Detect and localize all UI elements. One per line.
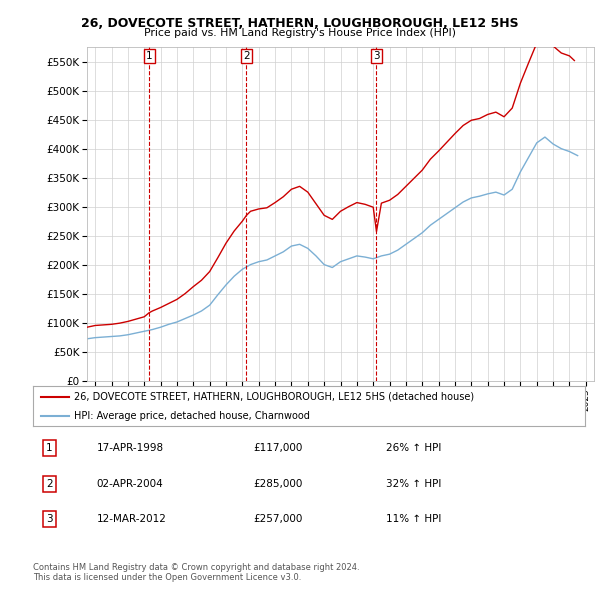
Text: 3: 3 <box>46 514 53 524</box>
Text: 1: 1 <box>146 51 152 61</box>
Text: Price paid vs. HM Land Registry's House Price Index (HPI): Price paid vs. HM Land Registry's House … <box>144 28 456 38</box>
Text: 26, DOVECOTE STREET, HATHERN, LOUGHBOROUGH, LE12 5HS (detached house): 26, DOVECOTE STREET, HATHERN, LOUGHBOROU… <box>74 392 475 402</box>
Text: £117,000: £117,000 <box>254 444 303 453</box>
Text: 3: 3 <box>373 51 380 61</box>
Text: 02-APR-2004: 02-APR-2004 <box>97 479 163 489</box>
Text: 32% ↑ HPI: 32% ↑ HPI <box>386 479 442 489</box>
Text: 2: 2 <box>46 479 53 489</box>
Text: 1: 1 <box>46 444 53 453</box>
Text: 26, DOVECOTE STREET, HATHERN, LOUGHBOROUGH, LE12 5HS: 26, DOVECOTE STREET, HATHERN, LOUGHBOROU… <box>81 17 519 30</box>
Text: 26% ↑ HPI: 26% ↑ HPI <box>386 444 442 453</box>
Text: 11% ↑ HPI: 11% ↑ HPI <box>386 514 442 524</box>
Text: £285,000: £285,000 <box>254 479 303 489</box>
Text: 12-MAR-2012: 12-MAR-2012 <box>97 514 166 524</box>
Text: 17-APR-1998: 17-APR-1998 <box>97 444 164 453</box>
Text: HPI: Average price, detached house, Charnwood: HPI: Average price, detached house, Char… <box>74 411 310 421</box>
Text: Contains HM Land Registry data © Crown copyright and database right 2024.
This d: Contains HM Land Registry data © Crown c… <box>33 563 359 582</box>
Text: 2: 2 <box>243 51 250 61</box>
Text: £257,000: £257,000 <box>254 514 303 524</box>
